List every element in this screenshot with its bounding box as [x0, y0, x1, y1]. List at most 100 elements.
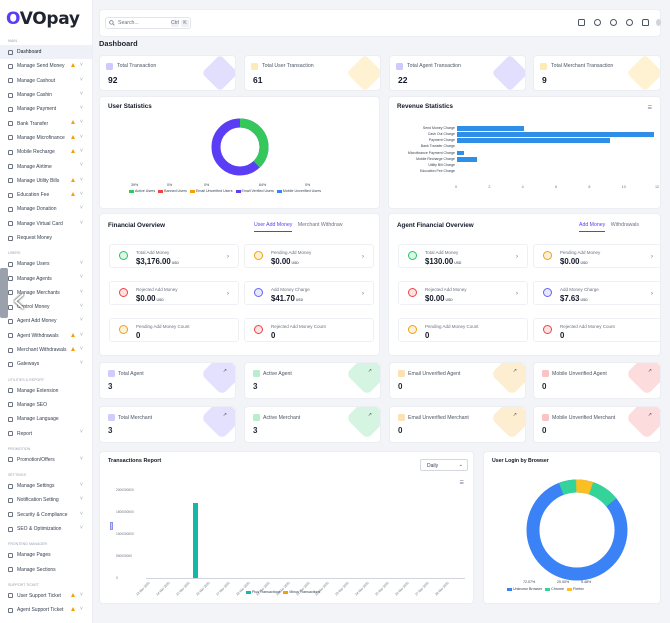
stat-label: Email Unverified Merchant [408, 415, 469, 421]
period-select[interactable]: Daily ⌄ [420, 459, 468, 471]
menu-icon[interactable]: ☰ [647, 105, 652, 111]
back-chevron-icon[interactable]: ‹ [11, 277, 27, 323]
finance-item[interactable]: Rejected Add Money $0.00USD › [109, 281, 239, 305]
sidebar-item[interactable]: Report ˅ [0, 426, 92, 440]
chart-zoom-handle[interactable] [110, 522, 113, 530]
search-placeholder: Search... [118, 20, 139, 26]
tab-merchant-withdraw[interactable]: Merchant Withdraw [297, 222, 343, 228]
sidebar-item[interactable]: Manage Send Money ˅ [0, 59, 92, 73]
finance-item[interactable]: Rejected Add Money Count 0 [244, 318, 374, 342]
y-tick-label: 2000000000 [116, 488, 134, 492]
settings-icon[interactable] [626, 19, 633, 26]
search-input[interactable]: Search... Ctrl K [105, 17, 191, 29]
legend-swatch [158, 189, 164, 193]
finance-item[interactable]: Pending Add Money Count 0 [398, 318, 528, 342]
avatar[interactable] [656, 19, 661, 26]
sidebar-item-label: Manage Users [17, 261, 50, 268]
warning-icon [71, 120, 75, 125]
sidebar-section-title: Promotion [8, 446, 31, 451]
finance-item[interactable]: Total Add Money $130.00USD › [398, 244, 528, 268]
sidebar-item[interactable]: Control Money ˅ [0, 300, 92, 314]
sidebar-item[interactable]: Security & Compliance ˅ [0, 508, 92, 522]
stat-value: 0 [542, 426, 547, 435]
card-title: Financial Overview [108, 222, 166, 229]
legend-item: Firefox [564, 587, 584, 591]
finance-item[interactable]: Pending Add Money Count 0 [109, 318, 239, 342]
sidebar-item[interactable]: Merchant Withdrawals ˅ [0, 343, 92, 357]
tab-user-add-money[interactable]: User Add Money [254, 222, 293, 232]
revenue-bar [457, 138, 611, 143]
finance-item-value: $0.00USD [425, 294, 453, 303]
sidebar-item[interactable]: Education Fee ˅ [0, 188, 92, 202]
finance-unit: USD [445, 298, 453, 302]
sidebar-item[interactable]: Manage Extension [0, 384, 92, 398]
arrow-up-right-icon: ↗ [367, 368, 372, 374]
chevron-down-icon: ˅ [80, 606, 83, 613]
sidebar-item[interactable]: Agent Withdrawals ˅ [0, 329, 92, 343]
warning-icon [71, 191, 75, 196]
sidebar-item[interactable]: Manage Language [0, 412, 92, 426]
sidebar-item[interactable]: Manage Pages [0, 548, 92, 562]
finance-item[interactable]: Add Money Charge $7.63USD › [533, 281, 660, 305]
sidebar-item[interactable]: Manage Payment ˅ [0, 102, 92, 116]
sidebar-item[interactable]: Promotion/Offers ˅ [0, 453, 92, 467]
sidebar-item[interactable]: Notification Setting ˅ [0, 493, 92, 507]
finance-item[interactable]: Pending Add Money $0.00USD › [244, 244, 374, 268]
camera-icon[interactable] [578, 19, 585, 26]
finance-item-value: 0 [560, 331, 564, 340]
menu-icon[interactable]: ☰ [459, 480, 464, 486]
sidebar-item[interactable]: Manage Settings ˅ [0, 479, 92, 493]
sidebar-item[interactable]: Manage Cashin ˅ [0, 88, 92, 102]
sidebar-item[interactable]: Manage Donation ˅ [0, 202, 92, 216]
tab-add-money[interactable]: Add Money [579, 222, 606, 232]
chevron-down-icon: ˅ [80, 133, 83, 140]
sidebar-item[interactable]: Agent Support Ticket ˅ [0, 603, 92, 617]
stat-card: Total Merchant Transaction 9 [533, 55, 661, 91]
stat-value: 0 [398, 382, 403, 391]
sidebar-item[interactable]: User Support Ticket ˅ [0, 589, 92, 603]
sidebar-item[interactable]: SEO & Optimization ˅ [0, 522, 92, 536]
sidebar-scrollbar[interactable] [0, 268, 8, 318]
sidebar-item[interactable]: Manage Utility Bills ˅ [0, 174, 92, 188]
education-icon [8, 192, 13, 198]
sidebar-item[interactable]: Agent Add Money ˅ [0, 314, 92, 328]
sidebar-item[interactable]: Manage Cashout ˅ [0, 74, 92, 88]
chevron-down-icon: ˅ [80, 510, 83, 517]
x-tick-label: 27 Mar 2025 [414, 581, 430, 597]
legend-swatch [235, 189, 241, 193]
sidebar-item-label: Manage Payment [17, 106, 57, 113]
finance-item-label: Rejected Add Money Count [560, 324, 615, 329]
sidebar-item[interactable]: Dashboard [0, 45, 92, 60]
finance-item[interactable]: Add Money Charge $41.70USD › [244, 281, 374, 305]
finance-item[interactable]: Total Add Money $3,176.00USD › [109, 244, 239, 268]
finance-value-text: $0.00 [425, 294, 445, 303]
x-tick-label: 25 Mar 2025 [374, 581, 390, 597]
sidebar-item[interactable]: Manage Airtime ˅ [0, 159, 92, 173]
sidebar-item[interactable]: Manage Merchants ˅ [0, 286, 92, 300]
sidebar-item[interactable]: Manage Virtual Card ˅ [0, 217, 92, 231]
revenue-tick-label: 0 [455, 185, 458, 189]
sidebar-item[interactable]: Bank Transfer ˅ [0, 116, 92, 130]
revenue-category-label: Cash Out Charge [427, 131, 455, 136]
finance-item-value: 0 [136, 331, 140, 340]
sidebar-item[interactable]: Manage SEO [0, 398, 92, 412]
brand-logo[interactable]: OVOpay [6, 9, 80, 29]
donation-icon [8, 206, 13, 212]
finance-item[interactable]: Rejected Add Money Count 0 [533, 318, 660, 342]
sidebar-item[interactable]: Gateways ˅ [0, 357, 92, 371]
sidebar-item[interactable]: Mobile Recharge ˅ [0, 145, 92, 159]
stat-label: Active Merchant [263, 415, 301, 421]
language-icon[interactable] [610, 19, 617, 26]
chevron-right-icon: › [361, 253, 364, 260]
sidebar-item[interactable]: Manage Users ˅ [0, 257, 92, 271]
finance-item[interactable]: Rejected Add Money $0.00USD › [398, 281, 528, 305]
sidebar-item[interactable]: Manage Microfinance ˅ [0, 131, 92, 145]
tab-withdrawals[interactable]: Withdrawals [610, 222, 639, 228]
sidebar-item-label: Manage Agents [17, 275, 52, 282]
bell-icon[interactable] [642, 19, 649, 26]
sidebar-item[interactable]: Request Money [0, 231, 92, 245]
finance-item[interactable]: Pending Add Money $0.00USD › [533, 244, 660, 268]
sidebar-item[interactable]: Manage Sections [0, 563, 92, 577]
link-icon[interactable] [594, 19, 601, 26]
sidebar-item[interactable]: Manage Agents ˅ [0, 271, 92, 285]
